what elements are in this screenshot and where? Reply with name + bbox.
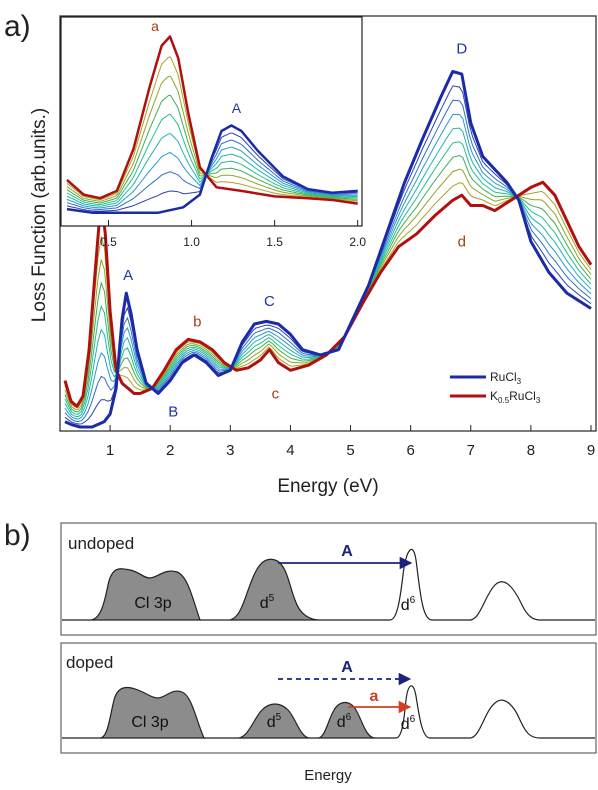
main-x-tick-label: 5 (346, 442, 354, 459)
undoped-d6-label: d6 (401, 595, 416, 614)
inset-intermediate-line (66, 146, 358, 209)
inset-series-ru (66, 124, 358, 214)
main-x-axis-label: Energy (eV) (277, 476, 378, 497)
main-peak-label: c (272, 386, 280, 403)
main-peak-label: C (264, 293, 275, 310)
schematic-undoped: undoped Cl 3p d5 d6 A (60, 522, 597, 636)
main-x-ticks: 1 2 3 4 5 6 7 8 9 (106, 425, 595, 459)
undoped-baseline (62, 548, 595, 621)
legend-entry-k: K0.5RuCl3 (490, 389, 541, 405)
undoped-spectrum (89, 568, 201, 621)
doped-label: doped (66, 653, 113, 672)
inset-x-tick-label: 0.5 (100, 235, 117, 249)
main-peak-label: D (456, 40, 467, 57)
main-x-tick-label: 9 (587, 442, 595, 459)
schematic-doped: doped Cl 3p d5 d6 d6 A a (60, 642, 597, 754)
inset-x-ticks: 0.5 1.0 1.5 2.0 (100, 220, 366, 249)
inset-intermediate-line (66, 133, 358, 207)
inset-lines (66, 35, 358, 214)
inset-x-tick-label: 2.0 (349, 235, 366, 249)
main-lines (63, 70, 593, 429)
inset-intermediate-line (66, 75, 358, 202)
main-x-tick-label: 8 (527, 442, 535, 459)
inset-x-tick-label: 1.0 (183, 235, 200, 249)
inset-x-tick-label: 1.5 (266, 235, 283, 249)
main-peak-label: d (458, 234, 466, 251)
doped-baseline (62, 685, 595, 739)
inset-annotations: aA (151, 18, 242, 116)
main-series-k (63, 180, 593, 408)
undoped-frame (60, 522, 597, 636)
schematic-x-axis-label: Energy (304, 767, 352, 784)
inset-peak-label: a (151, 18, 159, 34)
main-peak-label: A (123, 267, 133, 284)
main-x-tick-label: 3 (226, 442, 234, 459)
doped-spectrum (99, 686, 205, 739)
doped-d5-peak (237, 703, 311, 739)
inset-series-k (66, 35, 358, 205)
doped-arrow-A-label: A (341, 659, 353, 676)
undoped-arrow-A-label: A (341, 543, 353, 560)
doped-d5-label: d5 (267, 712, 282, 731)
main-peak-label: b (193, 314, 201, 331)
main-x-tick-label: 6 (406, 442, 414, 459)
main-x-tick-label: 7 (467, 442, 475, 459)
main-x-tick-label: 1 (106, 442, 114, 459)
doped-d6-empty-label: d6 (401, 714, 416, 733)
main-plot-frame (59, 15, 597, 432)
main-series-ru (64, 70, 592, 429)
main-y-axis-label: Loss Function (arb.units.) (29, 108, 50, 322)
doped-d6-filled-peak (317, 701, 376, 739)
main-x-tick-label: 4 (286, 442, 294, 459)
inset-intermediate-line (66, 113, 358, 206)
legend-entry-ru: RuCl3 (490, 370, 522, 386)
panel-label-b: b) (4, 519, 31, 552)
doped-arrow-a-label: a (370, 688, 379, 705)
inset-intermediate-line (66, 139, 358, 211)
main-peak-label: B (168, 404, 178, 421)
undoped-label: undoped (68, 534, 134, 553)
panel-label-a: a) (4, 10, 31, 43)
undoped-cl3p-label: Cl 3p (134, 595, 171, 612)
undoped-d5-peak (227, 558, 321, 621)
inset-peak-label: A (232, 100, 242, 116)
legend: RuCl3 K0.5RuCl3 (450, 370, 541, 405)
doped-frame (60, 642, 597, 754)
doped-cl3p-label: Cl 3p (131, 714, 168, 731)
main-x-tick-label: 2 (166, 442, 174, 459)
undoped-d5-label: d5 (260, 593, 275, 612)
inset-chart: 0.5 1.0 1.5 2.0 aA (60, 16, 366, 249)
inset-intermediate-line (66, 94, 358, 204)
doped-d6-filled-label: d6 (337, 712, 352, 731)
